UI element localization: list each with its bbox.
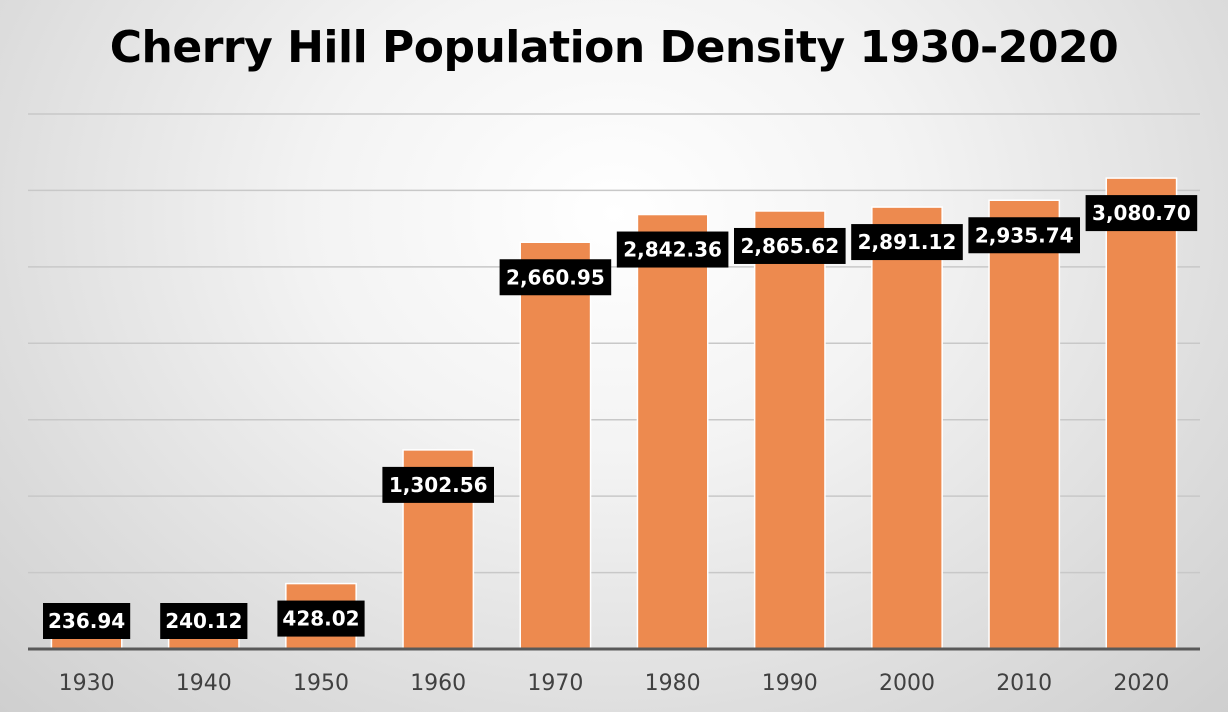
x-tick-label: 2010 [996, 671, 1052, 696]
data-label: 2,842.36 [616, 231, 729, 268]
data-label-box [968, 217, 1080, 254]
data-label-text: 2,935.74 [975, 223, 1074, 247]
data-label: 2,891.12 [851, 224, 963, 261]
data-label-box [734, 227, 846, 264]
data-label-box [43, 603, 131, 639]
data-label-text: 2,891.12 [858, 230, 957, 254]
bar-1980 [636, 213, 709, 650]
bar-1990 [753, 210, 826, 650]
x-tick-label: 1940 [176, 671, 232, 696]
data-label-box [160, 603, 248, 639]
data-labels: 236.94 240.12 428.02 1,302.56 2,660.95 2,842.… [43, 195, 1198, 639]
data-label-text: 236.94 [48, 609, 125, 633]
x-tick-label: 1930 [59, 671, 115, 696]
data-label: 2,935.74 [968, 217, 1080, 254]
data-label-text: 240.12 [165, 609, 242, 633]
data-label: 236.94 [43, 603, 131, 639]
data-label-text: 1,302.56 [389, 473, 488, 497]
data-label: 428.02 [277, 600, 365, 637]
x-tick-label: 1960 [410, 671, 466, 696]
data-label-text: 2,865.62 [740, 234, 839, 258]
bar-2020 [1105, 177, 1178, 650]
x-axis-tick-labels: 1930 1940 1950 1960 1970 1980 1990 2000 2010 2020 [59, 671, 1170, 696]
chart-title: Cherry Hill Population Density 1930-2020 [109, 22, 1119, 73]
x-tick-label: 1970 [527, 671, 583, 696]
data-label-box [499, 259, 612, 296]
x-tick-label: 1950 [293, 671, 349, 696]
x-tick-label: 1980 [645, 671, 701, 696]
data-label-text: 2,660.95 [506, 265, 605, 289]
bar-1970 [519, 241, 592, 650]
data-label-text: 428.02 [282, 607, 359, 631]
data-label-text: 2,842.36 [623, 238, 722, 262]
data-label: 3,080.70 [1085, 195, 1198, 232]
x-tick-label: 1990 [762, 671, 818, 696]
data-label: 2,865.62 [734, 227, 846, 264]
data-label-box [851, 224, 963, 261]
data-label: 2,660.95 [499, 259, 612, 296]
bar-2000 [871, 206, 943, 650]
data-label-box [277, 600, 365, 637]
data-label: 1,302.56 [382, 466, 494, 503]
data-label-box [382, 466, 494, 503]
data-label-box [1085, 195, 1198, 232]
gridlines [28, 113, 1200, 574]
data-label-box [616, 231, 729, 268]
data-label-text: 3,080.70 [1092, 201, 1191, 225]
x-tick-label: 2020 [1113, 671, 1169, 696]
x-tick-label: 2000 [879, 671, 935, 696]
data-label: 240.12 [160, 603, 248, 639]
bar-2010 [988, 199, 1061, 650]
